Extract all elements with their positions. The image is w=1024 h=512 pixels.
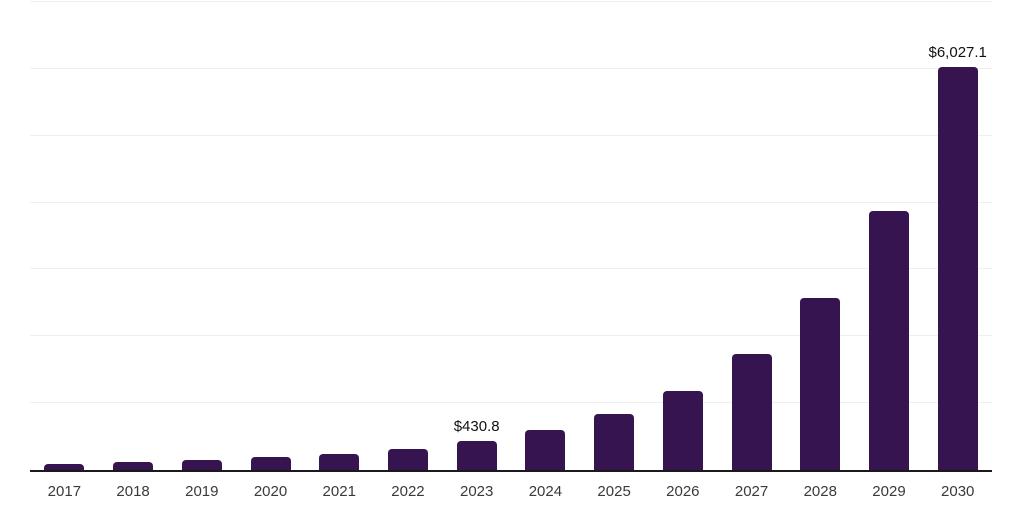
bar-slot: [580, 0, 649, 470]
gridline: [30, 67, 992, 69]
x-axis-labels: 2017 2018 2019 2020 2021 2022 2023 2024 2025 2026…: [30, 472, 992, 512]
bar-slot: [167, 0, 236, 470]
gridline: [30, 201, 992, 203]
bar-slot: [786, 0, 855, 470]
x-tick-label: 2027: [734, 483, 769, 500]
x-tick-label: 2025: [597, 483, 631, 500]
x-tick-label: 2022: [391, 483, 425, 500]
bar-2017: [44, 463, 85, 470]
bar-slot: [30, 0, 99, 470]
bar-slot: $430.8: [442, 0, 511, 470]
x-tick-label: 2026: [666, 483, 700, 500]
bar-slot: $6,027.1: [923, 0, 992, 470]
bar-2021: [319, 454, 360, 470]
bar-slot: [511, 0, 580, 470]
bar-slot: [374, 0, 443, 470]
bar-2026: [662, 391, 703, 470]
bar-slot: [648, 0, 717, 470]
x-tick-label: 2019: [185, 483, 219, 500]
plot-area: $430.8 $6,027.1: [30, 0, 992, 472]
bar-2029: [868, 210, 909, 470]
x-tick-label: 2020: [253, 483, 288, 500]
gridline: [30, 268, 992, 270]
bar-2028: [800, 298, 841, 470]
x-tick-label: 2018: [116, 483, 150, 500]
bar-slot: [717, 0, 786, 470]
bar-2022: [387, 449, 428, 470]
x-tick-label: 2023: [459, 483, 494, 500]
bar-2020: [250, 457, 291, 470]
bar-slot: [99, 0, 168, 470]
x-tick-label: 2029: [872, 483, 906, 500]
bar-value-label: $430.8: [453, 418, 500, 436]
bar-2023: [456, 441, 497, 470]
bar-slot: [855, 0, 924, 470]
bar-2018: [113, 461, 154, 470]
gridline: [30, 1, 992, 2]
gridline: [30, 335, 992, 337]
bars: $430.8 $6,027.1: [30, 0, 992, 470]
bar-slot: [236, 0, 305, 470]
x-tick-label: 2017: [47, 483, 82, 500]
x-tick-label: 2028: [803, 483, 837, 500]
x-tick-label: 2021: [322, 483, 356, 500]
bar-value-label: $6,027.1: [928, 44, 987, 61]
bar-2019: [181, 459, 222, 470]
bar-2027: [731, 353, 772, 470]
x-tick-label: 2024: [528, 483, 563, 500]
bar-slot: [305, 0, 374, 470]
x-tick-label: 2030: [941, 483, 975, 500]
gridline: [30, 134, 992, 136]
gridline: [30, 402, 992, 404]
bar-2024: [525, 429, 566, 470]
bar-2025: [594, 414, 635, 470]
bar-2030: [937, 67, 978, 470]
